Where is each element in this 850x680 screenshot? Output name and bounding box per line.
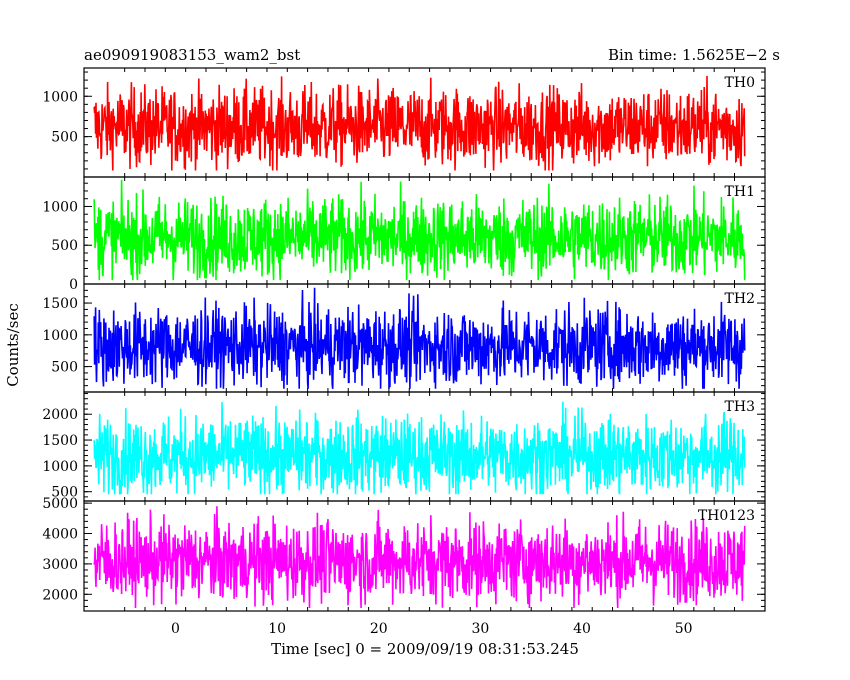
x-tick-label: 0 <box>171 621 180 637</box>
panel-label-th2: TH2 <box>725 291 755 307</box>
y-tick-label: 1000 <box>42 89 78 105</box>
series-th3 <box>93 401 746 495</box>
series-th0 <box>93 75 746 171</box>
x-tick-label: 10 <box>268 621 286 637</box>
y-tick-label: 2000 <box>42 587 78 603</box>
chart-title: ae090919083153_wam2_bst <box>84 46 300 64</box>
panel-label-th0123: TH0123 <box>698 508 755 524</box>
panel-th3: 500 1000 1500 2000 TH3 <box>42 391 766 502</box>
panel-th0: 500 1000 TH0 <box>42 67 766 178</box>
x-tick-label: 20 <box>370 621 388 637</box>
y-tick-label: 1000 <box>42 199 78 215</box>
y-tick-label: 2000 <box>42 407 78 423</box>
y-tick-label: 0 <box>69 277 78 293</box>
panel-th2: 500 1000 1500 TH2 <box>42 283 766 393</box>
panel-th0123: 2000 3000 4000 5000 TH0123 <box>42 496 766 612</box>
panel-frame <box>83 500 766 612</box>
series-th2 <box>93 287 746 389</box>
series-th0123 <box>93 506 746 609</box>
x-tick-label: 30 <box>471 621 489 637</box>
y-axis-title: Counts/sec <box>4 303 22 387</box>
y-tick-label: 3000 <box>42 557 78 573</box>
x-axis: 0 10 20 30 40 50 <box>171 621 693 637</box>
x-axis-title: Time [sec] 0 = 2009/09/19 08:31:53.245 <box>271 640 579 658</box>
bin-time-label: Bin time: 1.5625E−2 s <box>608 46 780 64</box>
y-tick-label: 500 <box>51 130 78 146</box>
y-tick-label: 1000 <box>42 328 78 344</box>
x-tick-label: 50 <box>675 621 693 637</box>
series-th1 <box>93 179 746 281</box>
x-tick-label: 40 <box>573 621 591 637</box>
panel-label-th1: TH1 <box>725 184 755 200</box>
y-tick-label: 1500 <box>42 433 78 449</box>
panel-label-th3: TH3 <box>725 399 755 415</box>
y-tick-label: 500 <box>51 360 78 376</box>
panel-th1: 0 500 1000 TH1 <box>42 176 766 293</box>
y-tick-label: 4000 <box>42 527 78 543</box>
y-tick-label: 1500 <box>42 296 78 312</box>
panel-stack: 500 1000 TH0 0 500 1000 TH1 500 1000 1500 TH2 500 10… <box>42 67 766 612</box>
panel-label-th0: TH0 <box>725 75 755 91</box>
y-tick-label: 1000 <box>42 459 78 475</box>
y-tick-label: 5000 <box>42 496 78 512</box>
y-tick-label: 500 <box>51 238 78 254</box>
y-tick-label: 500 <box>51 485 78 501</box>
